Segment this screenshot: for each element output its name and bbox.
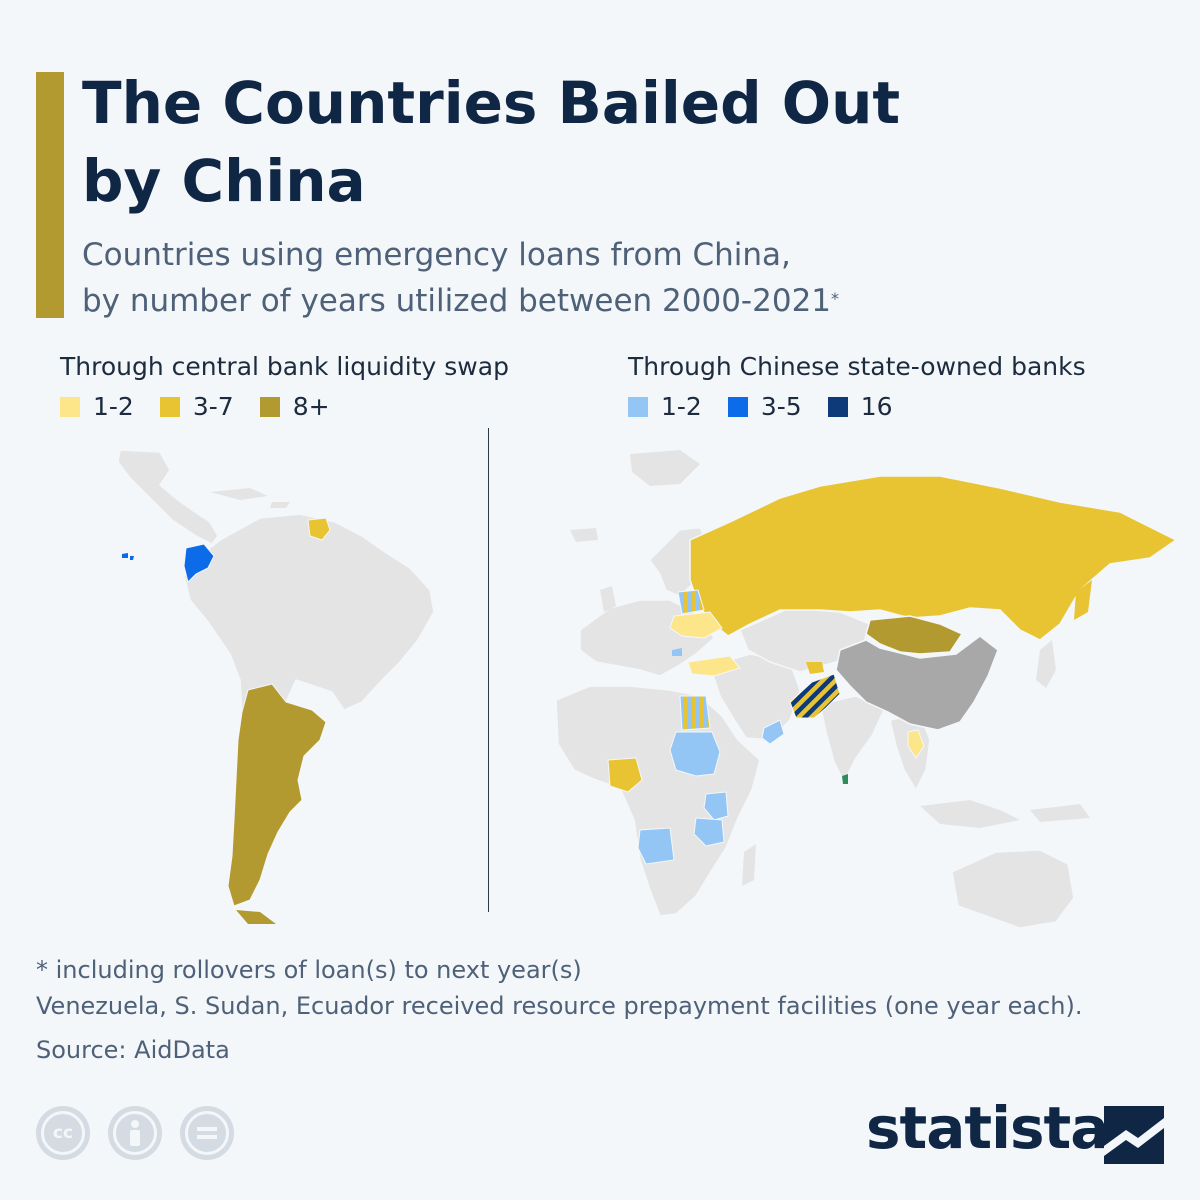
- legend-swatch-banks-1-2: [628, 396, 648, 417]
- page-title: The Countries Bailed Out by China: [82, 64, 1082, 220]
- statista-logo-text[interactable]: statista: [866, 1094, 1109, 1162]
- country-russia: [689, 475, 1178, 641]
- legend-swatch-swap-3-7: [159, 396, 180, 417]
- world-map: [555, 450, 1178, 929]
- title-line-2: by China: [82, 147, 366, 215]
- legend-swatch-banks-3-5: [727, 396, 748, 417]
- subtitle-line-2: by number of years utilized between 2000…: [82, 283, 832, 319]
- country-china: [835, 635, 999, 731]
- no-derivatives-icon[interactable]: [180, 1106, 234, 1160]
- country-ecuador: [183, 543, 215, 583]
- land-uk: [600, 586, 616, 612]
- tierra-del-fuego: [236, 910, 276, 924]
- map-divider: [488, 428, 489, 912]
- legend-swap-item: 1-2: [60, 392, 134, 421]
- source-label: Source: AidData: [36, 1036, 230, 1064]
- page-subtitle: Countries using emergency loans from Chi…: [82, 232, 1142, 324]
- land-iceland: [570, 528, 598, 542]
- country-mongolia: [865, 615, 964, 655]
- subtitle-footnote-mark: *: [831, 289, 840, 308]
- south-america-map: [117, 449, 435, 924]
- footnote-rollovers: * including rollovers of loan(s) to next…: [36, 956, 582, 984]
- legend-label: 1-2: [93, 392, 134, 421]
- country-laos: [907, 729, 925, 759]
- country-russia-east: [1074, 580, 1092, 620]
- legend-label: 1-2: [661, 392, 702, 421]
- land-central-america: [117, 449, 219, 545]
- legend-banks-item: 16: [827, 392, 893, 421]
- country-belarus: [677, 589, 705, 615]
- country-suriname: [307, 517, 331, 541]
- country-kenya: [703, 791, 729, 821]
- land-south-america: [183, 513, 435, 882]
- land-greenland: [630, 450, 700, 486]
- legend-swap-heading: Through central bank liquidity swap: [60, 352, 509, 381]
- country-sri-lanka: [842, 774, 848, 784]
- legend-label: 3-7: [192, 392, 234, 421]
- land-india: [819, 695, 885, 784]
- country-oman: [761, 719, 785, 745]
- legend-banks: 1-2 3-5 16: [628, 392, 919, 421]
- legend-banks-item: 1-2: [628, 392, 702, 421]
- legend-swap: 1-2 3-7 8+: [60, 392, 356, 421]
- title-line-1: The Countries Bailed Out: [82, 69, 901, 137]
- country-angola: [637, 827, 675, 865]
- land-australia: [951, 849, 1075, 929]
- country-ukraine: [669, 611, 723, 639]
- legend-banks-heading: Through Chinese state-owned banks: [628, 352, 1086, 381]
- statista-logo-icon[interactable]: [1104, 1106, 1164, 1164]
- land-madagascar: [742, 844, 756, 886]
- legend-label: 8+: [292, 392, 330, 421]
- legend-banks-item: 3-5: [727, 392, 802, 421]
- country-sudan: [669, 731, 721, 777]
- subtitle-line-1: Countries using emergency loans from Chi…: [82, 237, 791, 273]
- land-indonesia: [920, 800, 1090, 828]
- country-nigeria: [607, 757, 643, 793]
- country-turkey: [687, 655, 741, 677]
- creative-commons-icon[interactable]: cc: [36, 1106, 90, 1160]
- license-icons: cc: [36, 1106, 252, 1160]
- country-argentina: [227, 683, 327, 907]
- legend-label: 3-5: [760, 392, 802, 421]
- legend-label: 16: [860, 392, 893, 421]
- land-caribbean: [210, 488, 290, 508]
- attribution-icon[interactable]: [108, 1106, 162, 1160]
- country-tajikistan: [806, 662, 824, 674]
- country-pakistan: [789, 673, 841, 719]
- legend-swatch-swap-1-2: [60, 396, 80, 417]
- country-small-blue: [672, 648, 682, 656]
- legend-swatch-banks-16: [827, 396, 848, 417]
- legend-swap-item: 3-7: [159, 392, 234, 421]
- galapagos-islands: [122, 553, 134, 560]
- legend-swatch-swap-8-plus: [259, 396, 280, 417]
- legend-swap-item: 8+: [259, 392, 330, 421]
- footnote-prepayment: Venezuela, S. Sudan, Ecuador received re…: [36, 992, 1083, 1020]
- country-egypt: [679, 695, 711, 731]
- land-japan: [1036, 640, 1056, 688]
- title-accent-bar: [36, 72, 64, 318]
- land-africa: [555, 685, 761, 917]
- country-tanzania: [693, 817, 725, 847]
